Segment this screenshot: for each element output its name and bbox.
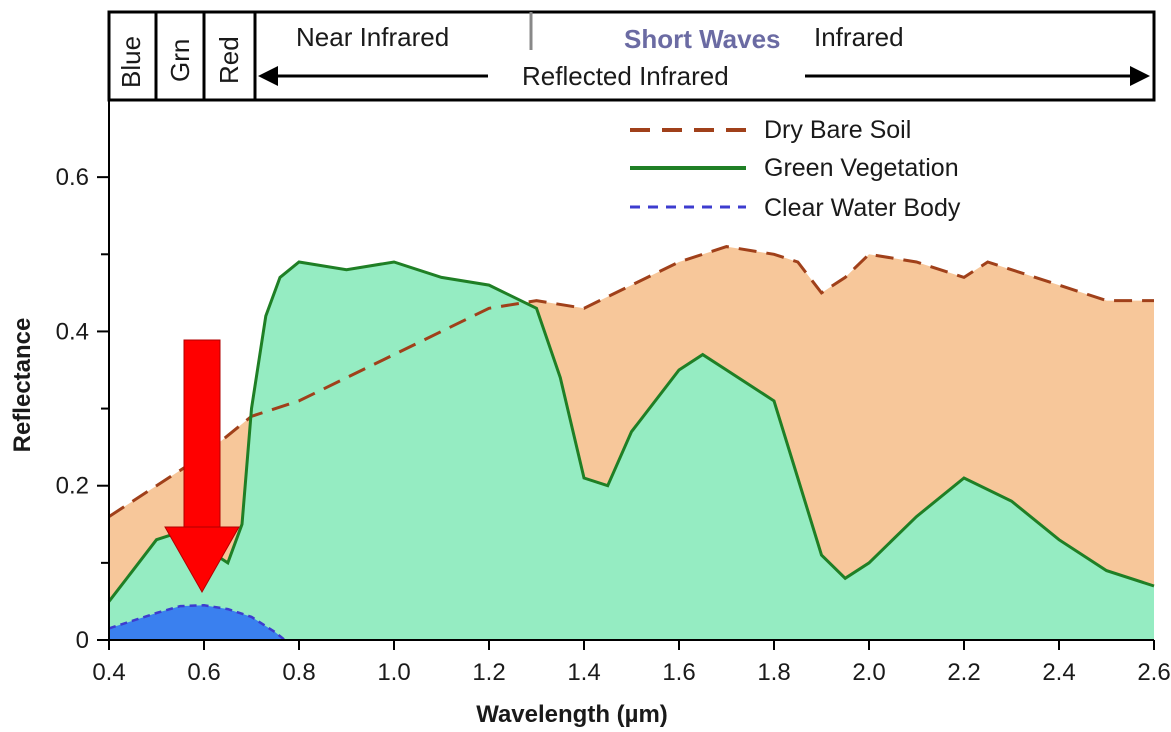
spectral-band-header: Blue Grn Red Near Infrared Short Waves I… <box>107 10 1156 102</box>
infrared-label: Infrared <box>814 22 904 52</box>
red-arrow-head <box>164 526 240 594</box>
short-waves-label: Short Waves <box>624 24 781 54</box>
x-tick-label: 1.6 <box>662 659 695 686</box>
x-axis-title: Wavelength (µm) <box>476 701 668 728</box>
x-tick-label: 2.4 <box>1042 659 1075 686</box>
arrowhead-right <box>1130 66 1150 86</box>
y-tick-label: 0 <box>76 627 89 654</box>
y-tick-label: 0.2 <box>56 473 89 500</box>
x-tick-label: 0.4 <box>92 659 125 686</box>
band-label-red: Red <box>214 36 244 84</box>
soil-line <box>108 245 1154 518</box>
plot-area <box>107 245 1155 641</box>
vegetation-area <box>109 262 1154 640</box>
y-tick-label: 0.6 <box>56 164 89 191</box>
band-header-frame <box>107 10 1156 102</box>
arrowhead-left <box>258 66 278 86</box>
red-arrow-icon <box>164 339 240 594</box>
legend-label-vegetation: Green Vegetation <box>764 154 959 182</box>
y-axis-ticks: 0 0.2 0.4 0.6 <box>56 164 109 654</box>
vegetation-line <box>107 260 1155 603</box>
band-label-blue: Blue <box>116 36 146 88</box>
near-infrared-label: Near Infrared <box>296 22 449 52</box>
y-tick-label: 0.4 <box>56 318 89 345</box>
legend-label-soil: Dry Bare Soil <box>764 116 911 144</box>
y-axis-title: Reflectance <box>9 318 36 453</box>
x-tick-label: 1.8 <box>757 659 790 686</box>
x-tick-label: 2.0 <box>852 659 885 686</box>
x-tick-label: 2.6 <box>1137 659 1170 686</box>
band-label-green: Grn <box>165 39 195 82</box>
x-tick-label: 0.6 <box>187 659 220 686</box>
axes: 0.4 0.6 0.8 1.0 1.2 1.4 1.6 1.8 2.0 2.2 2.4 2.6 00.… <box>9 100 1171 728</box>
legend-label-water: Clear Water Body <box>764 194 961 222</box>
x-tick-label: 0.8 <box>282 659 315 686</box>
x-axis-ticks: 0.4 0.6 0.8 1.0 1.2 1.4 1.6 1.8 2.0 2.2 2.4 2.6 <box>92 640 1171 686</box>
x-tick-label: 1.4 <box>567 659 600 686</box>
reflected-infrared-label: Reflected Infrared <box>522 61 729 91</box>
legend: Dry Bare Soil Green Vegetation Clear Wat… <box>630 116 961 222</box>
x-tick-label: 2.2 <box>947 659 980 686</box>
x-tick-label: 1.2 <box>472 659 505 686</box>
x-tick-label: 1.0 <box>377 659 410 686</box>
water-line <box>108 604 286 641</box>
red-arrow-shaft <box>183 339 221 529</box>
